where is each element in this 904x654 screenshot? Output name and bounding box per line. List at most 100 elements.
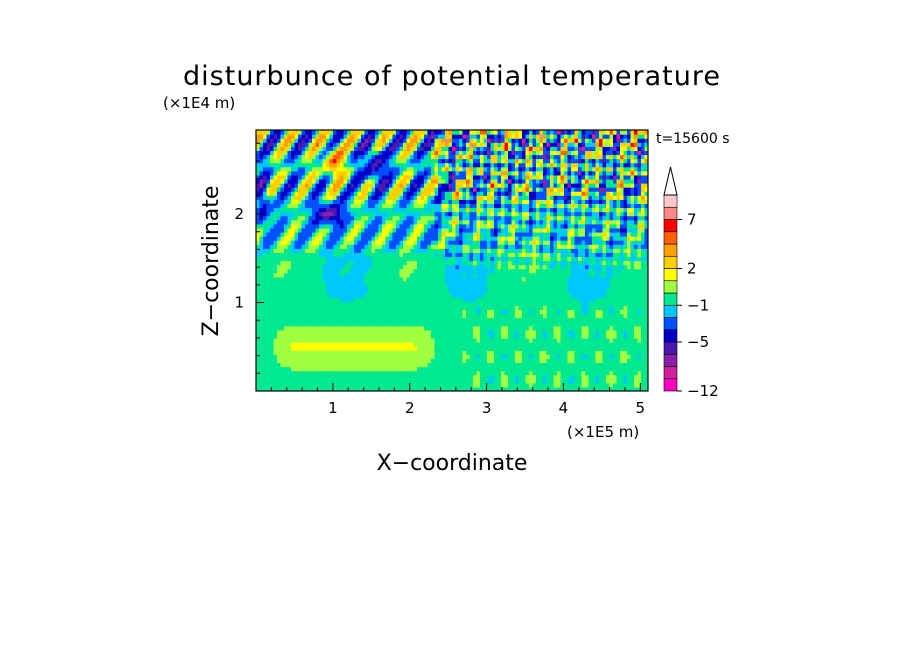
heatmap-cell <box>438 187 443 192</box>
heatmap-cell <box>347 207 352 213</box>
heatmap-cell <box>504 199 509 205</box>
heatmap-cell <box>525 346 530 351</box>
heatmap-cell <box>354 297 359 302</box>
heatmap-cell <box>476 191 481 196</box>
heatmap-cell <box>431 207 436 213</box>
heatmap-cell <box>256 130 261 135</box>
heatmap-cell <box>354 150 359 156</box>
heatmap-cell <box>354 178 359 184</box>
heatmap-cell <box>438 325 443 331</box>
heatmap-cell <box>270 142 275 147</box>
heatmap-cell <box>273 170 278 176</box>
heatmap-cell <box>431 309 436 315</box>
heatmap-cell <box>329 146 334 151</box>
heatmap-cell <box>329 305 334 311</box>
heatmap-cell <box>494 170 499 176</box>
heatmap-cell <box>378 150 383 156</box>
heatmap-cell <box>410 150 415 156</box>
heatmap-cell <box>287 219 292 225</box>
heatmap-cell <box>291 154 296 160</box>
heatmap-cell <box>410 321 415 327</box>
heatmap-cell <box>375 276 380 282</box>
heatmap-cell <box>298 280 303 286</box>
heatmap-cell <box>480 178 485 184</box>
heatmap-cell <box>259 138 264 143</box>
heatmap-cell <box>445 382 450 388</box>
heatmap-cell <box>287 301 292 306</box>
heatmap-cell <box>326 366 331 372</box>
heatmap-cell <box>427 386 432 391</box>
heatmap-cell <box>333 207 338 213</box>
heatmap-cell <box>455 240 460 245</box>
heatmap-cell <box>329 187 334 192</box>
heatmap-cell <box>371 260 376 266</box>
heatmap-cell <box>455 252 460 258</box>
heatmap-cell <box>487 203 492 209</box>
heatmap-cell <box>273 260 278 266</box>
heatmap-cell <box>343 162 348 168</box>
heatmap-cell <box>483 268 488 274</box>
heatmap-cell <box>273 231 278 237</box>
heatmap-cell <box>469 342 474 347</box>
heatmap-cell <box>413 268 418 274</box>
heatmap-cell <box>462 146 467 151</box>
heatmap-cell <box>263 236 268 241</box>
heatmap-cell <box>371 337 376 343</box>
heatmap-cell <box>420 297 425 302</box>
heatmap-cell <box>441 301 446 306</box>
heatmap-cell <box>441 317 446 323</box>
heatmap-cell <box>375 382 380 388</box>
heatmap-cell <box>382 130 387 135</box>
heatmap-cell <box>399 244 404 249</box>
heatmap-cell <box>319 297 324 302</box>
heatmap-cell <box>413 378 418 384</box>
heatmap-cell <box>480 268 485 274</box>
heatmap-cell <box>308 231 313 237</box>
heatmap-cell <box>305 187 310 192</box>
heatmap-cell <box>382 236 387 241</box>
heatmap-cell <box>277 138 282 143</box>
heatmap-cell <box>382 354 387 359</box>
heatmap-cell <box>294 203 299 209</box>
heatmap-cell <box>284 362 289 368</box>
heatmap-cell <box>396 170 401 176</box>
heatmap-cell <box>308 276 313 282</box>
heatmap-cell <box>518 174 523 180</box>
heatmap-cell <box>357 256 362 262</box>
heatmap-cell <box>375 207 380 213</box>
heatmap-cell <box>389 333 394 339</box>
heatmap-cell <box>504 211 509 217</box>
heatmap-cell <box>480 333 485 339</box>
heatmap-cell <box>340 211 345 217</box>
heatmap-cell <box>501 329 506 335</box>
heatmap-cell <box>511 272 516 278</box>
heatmap-cell <box>312 325 317 331</box>
heatmap-cell <box>494 199 499 205</box>
heatmap-cell <box>312 342 317 347</box>
heatmap-cell <box>413 333 418 339</box>
heatmap-cell <box>466 280 471 286</box>
heatmap-cell <box>417 231 422 237</box>
heatmap-cell <box>410 333 415 339</box>
heatmap-cell <box>263 252 268 258</box>
heatmap-cell <box>361 297 366 302</box>
heatmap-cell <box>515 170 520 176</box>
heatmap-cell <box>385 297 390 302</box>
heatmap-cell <box>490 183 495 188</box>
heatmap-cell <box>357 223 362 229</box>
heatmap-cell <box>375 317 380 323</box>
heatmap-cell <box>511 191 516 196</box>
heatmap-cell <box>357 358 362 364</box>
heatmap-cell <box>336 301 341 306</box>
heatmap-cell <box>508 146 513 151</box>
heatmap-cell <box>284 280 289 286</box>
heatmap-cell <box>312 240 317 245</box>
heatmap-cell <box>518 158 523 164</box>
heatmap-cell <box>329 178 334 184</box>
heatmap-cell <box>259 142 264 147</box>
heatmap-cell <box>438 284 443 290</box>
heatmap-cell <box>441 256 446 262</box>
heatmap-cell <box>273 342 278 347</box>
heatmap-cell <box>361 272 366 278</box>
heatmap-cell <box>497 366 502 372</box>
